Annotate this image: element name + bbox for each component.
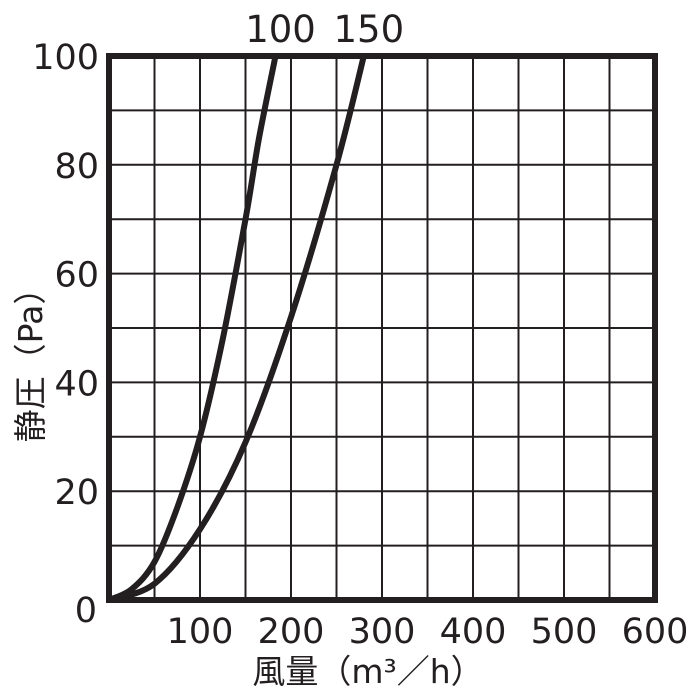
y-tick-label: 40 (54, 364, 99, 404)
x-tick-label: 500 (531, 612, 598, 652)
origin-tick-label: 0 (75, 591, 97, 631)
series-label-100: 100 (245, 8, 316, 51)
tick-labels: 100 200 300 400 500 600 20 40 60 80 100 0 (32, 38, 688, 652)
grid-lines (109, 56, 655, 600)
x-tick-label: 200 (258, 612, 325, 652)
x-tick-label: 400 (440, 612, 507, 652)
y-tick-label: 100 (32, 38, 99, 78)
plot-frame (106, 53, 658, 603)
y-tick-label: 20 (54, 473, 99, 513)
x-tick-label: 100 (167, 612, 234, 652)
y-tick-label: 80 (54, 147, 99, 187)
series-curves (106, 53, 367, 603)
series-label-150: 150 (333, 8, 404, 51)
y-axis-title: 静圧（Pa） (11, 272, 50, 443)
x-tick-label: 600 (622, 612, 689, 652)
series-curve-100 (106, 53, 279, 603)
y-tick-label: 60 (54, 256, 99, 296)
x-tick-label: 300 (349, 612, 416, 652)
x-axis-title: 風量（m³／h） (252, 652, 483, 691)
series-labels: 100 150 (245, 8, 404, 51)
series-curve-150 (106, 53, 367, 603)
